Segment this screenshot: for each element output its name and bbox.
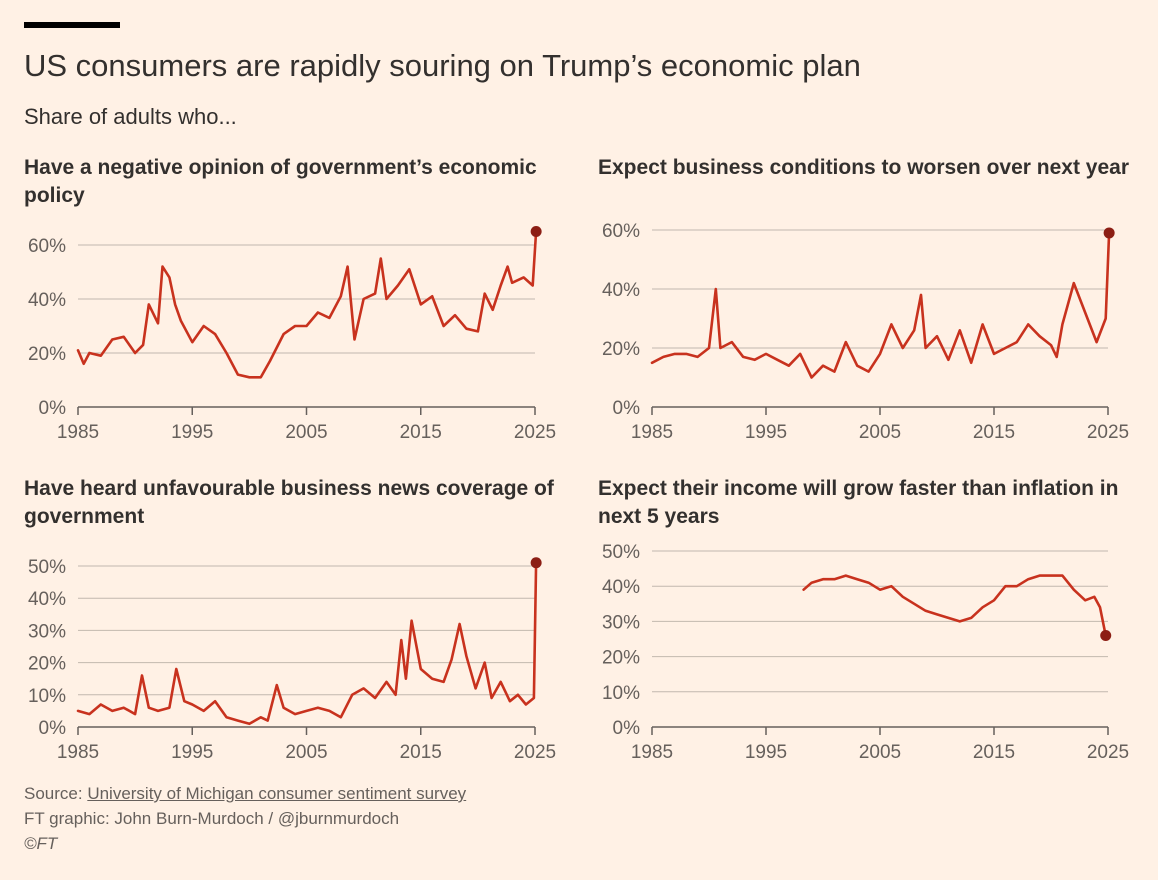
- footer-source: Source: University of Michigan consumer …: [24, 784, 466, 804]
- x-tick-label: 1985: [57, 422, 99, 443]
- x-tick-label: 1985: [631, 422, 673, 443]
- latest-value-dot: [530, 226, 542, 237]
- y-tick-label: 50%: [602, 542, 640, 563]
- series-line: [802, 574, 1107, 637]
- y-tick-label: 20%: [28, 654, 66, 675]
- x-tick-label: 1995: [171, 742, 213, 763]
- x-tick-label: 2015: [973, 742, 1015, 763]
- latest-value-dot: [1100, 629, 1112, 641]
- y-tick-label: 0%: [613, 398, 641, 419]
- y-tick-label: 10%: [28, 686, 66, 707]
- x-tick-label: 2025: [1087, 742, 1129, 763]
- source-link[interactable]: University of Michigan consumer sentimen…: [87, 784, 467, 803]
- x-tick-label: 2005: [285, 742, 327, 763]
- y-tick-label: 60%: [28, 236, 66, 257]
- y-tick-label: 20%: [602, 339, 640, 360]
- chart-subtitle: Share of adults who...: [24, 104, 237, 129]
- series-line: [76, 230, 538, 379]
- series-line: [76, 561, 538, 726]
- footer-credit: FT graphic: John Burn-Murdoch / @jburnmu…: [24, 809, 400, 828]
- x-tick-label: 2015: [400, 422, 442, 443]
- y-tick-label: 20%: [28, 344, 66, 365]
- y-tick-label: 60%: [602, 221, 640, 242]
- y-tick-label: 0%: [613, 718, 641, 739]
- y-tick-label: 30%: [28, 621, 66, 642]
- footer-copyright: ©FT: [24, 834, 58, 853]
- x-tick-label: 2005: [859, 422, 901, 443]
- panel-title-economic-policy: Have a negative opinion of government’s …: [24, 156, 537, 207]
- ft-brand-bar: [24, 22, 120, 28]
- x-tick-label: 1995: [745, 742, 787, 763]
- panel-title-income-growth: Expect their income will grow faster tha…: [598, 477, 1119, 528]
- x-tick-label: 2005: [859, 742, 901, 763]
- y-tick-label: 10%: [602, 683, 640, 704]
- latest-value-dot: [530, 557, 542, 569]
- x-tick-label: 2005: [285, 422, 327, 443]
- chart-title: US consumers are rapidly souring on Trum…: [24, 48, 861, 83]
- y-tick-label: 0%: [39, 398, 67, 419]
- latest-value-dot: [1103, 227, 1115, 239]
- y-tick-label: 40%: [28, 290, 66, 311]
- source-prefix: Source:: [24, 784, 88, 803]
- x-tick-label: 1995: [171, 422, 213, 443]
- x-tick-label: 1985: [631, 742, 673, 763]
- y-tick-label: 0%: [39, 718, 67, 739]
- x-tick-label: 1985: [57, 742, 99, 763]
- x-tick-label: 2015: [400, 742, 442, 763]
- y-tick-label: 20%: [602, 648, 640, 669]
- x-tick-label: 1995: [745, 422, 787, 443]
- y-tick-label: 40%: [28, 589, 66, 610]
- x-tick-label: 2025: [1087, 422, 1129, 443]
- x-tick-label: 2025: [514, 742, 556, 763]
- panel-title-business-conditions: Expect business conditions to worsen ove…: [598, 156, 1129, 179]
- y-tick-label: 40%: [602, 577, 640, 598]
- panel-title-business-news: Have heard unfavourable business news co…: [24, 477, 554, 528]
- y-tick-label: 40%: [602, 280, 640, 301]
- y-tick-label: 30%: [602, 612, 640, 633]
- x-tick-label: 2015: [973, 422, 1015, 443]
- y-tick-label: 50%: [28, 557, 66, 578]
- x-tick-label: 2025: [514, 422, 556, 443]
- series-line: [650, 231, 1111, 379]
